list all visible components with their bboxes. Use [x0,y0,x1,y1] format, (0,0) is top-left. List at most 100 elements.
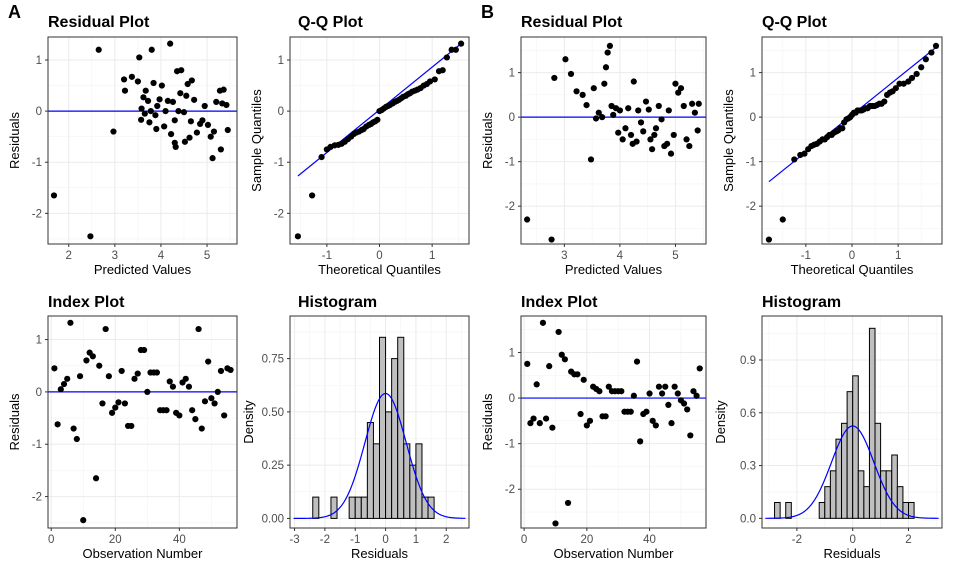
data-point [89,353,96,360]
data-point [562,56,569,63]
chart-b3: Index Plot 0 20 40 -2 -1 0 1 Observation Number R… [480,294,707,561]
data-point [627,131,635,139]
y-tick-label: 0.75 [262,354,284,366]
data-point [121,87,129,94]
normal-density-curve [765,425,939,519]
data-point [99,400,106,407]
data-point [640,128,647,135]
data-point [95,46,102,53]
histogram-bar [415,443,423,519]
data-point [105,373,112,380]
histogram-bar [403,443,411,519]
data-point [153,125,160,133]
data-point [214,388,221,396]
data-point [112,404,119,411]
data-point [664,140,671,147]
data-point [217,367,225,375]
x-tick-label: 3 [561,250,567,262]
data-point [637,438,644,445]
y-axis-label: Residuals [480,111,495,169]
histogram-bar [391,358,399,519]
data-point [690,388,697,395]
data-point [527,420,534,427]
data-point [180,109,188,116]
data-point [932,42,940,50]
data-point [87,233,94,240]
data-point [458,40,465,47]
data-point [227,366,234,374]
y-tick-label: -2 [505,484,515,496]
data-point [102,325,109,333]
x-tick-label: 2 [66,250,72,262]
x-tick-label: 1 [429,250,435,262]
data-point [551,74,558,82]
data-point [57,386,64,393]
x-axis-label: Observation Number [83,546,204,561]
x-axis-label: Residuals [351,546,409,561]
y-tick-label: 0.25 [262,460,284,472]
data-point [198,425,205,432]
histogram-bar [774,501,781,519]
histogram-bar [891,454,898,519]
data-point [530,415,537,422]
x-tick-label: 0 [849,250,855,262]
data-point [166,378,173,385]
data-point [150,79,157,87]
histogram-bar [880,470,887,519]
data-point [652,125,660,132]
data-point [128,73,135,80]
data-point [209,155,216,162]
y-tick-label: 1 [278,55,284,67]
x-tick-label: 0 [521,534,527,546]
data-point [191,96,198,103]
data-point [918,64,925,71]
data-point [622,125,629,132]
y-tick-label: 1 [750,68,756,80]
histogram-bar [348,496,356,519]
data-point [205,358,212,365]
data-point [169,383,177,390]
data-point [309,192,316,199]
data-point [574,371,581,378]
data-point [630,392,637,399]
data-point [144,97,152,104]
y-tick-label: 0 [36,387,42,399]
x-tick-label: 1 [895,250,901,262]
data-point [136,54,143,61]
y-tick-label: -1 [505,157,515,169]
data-point [645,106,652,113]
data-point [118,367,125,375]
data-point [51,365,58,372]
data-point [680,102,687,110]
chart-title: Index Plot [48,294,125,311]
data-point [684,406,691,413]
data-point [928,49,935,56]
histogram-bar [863,486,870,519]
data-point [687,432,694,439]
data-point [152,112,159,119]
chart-title: Q-Q Plot [298,14,364,31]
data-point [176,412,183,419]
data-point [439,67,446,74]
data-point [592,115,600,122]
data-point [913,70,920,78]
data-point [524,360,531,367]
data-point [193,129,200,136]
y-tick-label: 0 [509,112,515,124]
data-point [839,125,846,132]
data-point [138,116,145,123]
data-point [627,408,634,415]
data-point [181,138,189,145]
data-point [185,383,193,390]
data-point [201,102,208,110]
x-axis-label: Predicted Values [94,262,192,277]
data-point [579,91,586,98]
y-tick-label: -1 [274,157,284,169]
y-axis-label: Residuals [7,393,22,451]
data-point [199,117,206,124]
data-point [147,108,154,115]
y-tick-label: 0.6 [740,408,756,420]
data-point [633,138,640,145]
data-point [96,362,103,369]
